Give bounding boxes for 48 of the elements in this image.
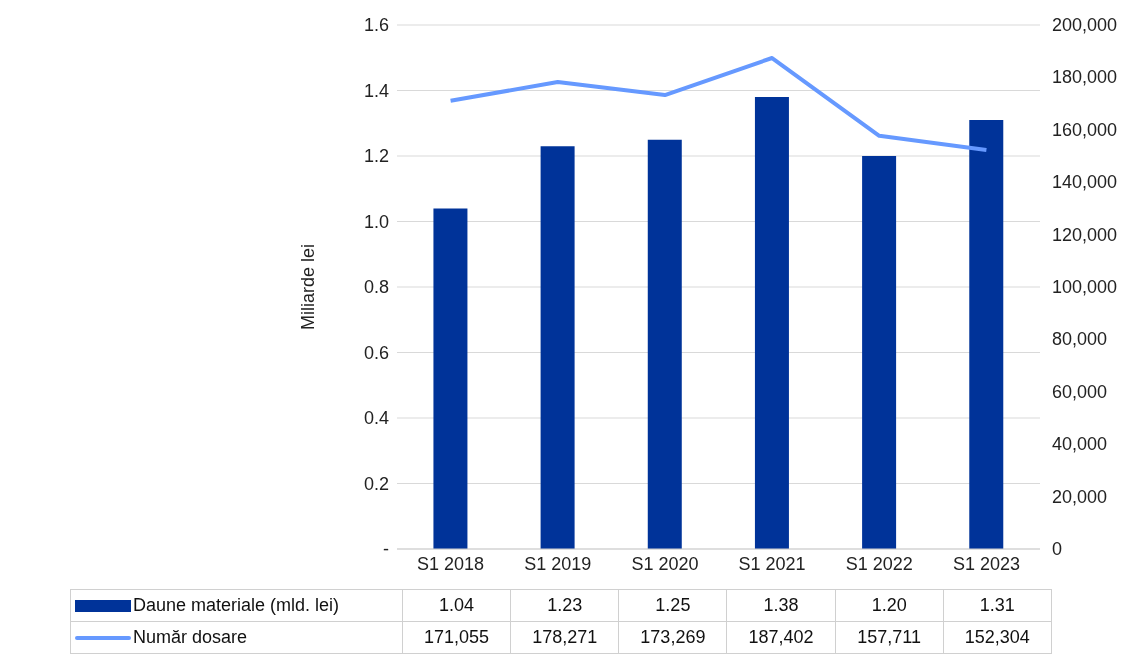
y2-tick-label: 180,000	[1052, 67, 1118, 88]
data-label: 171,055	[402, 621, 511, 654]
bar	[754, 97, 789, 549]
x-tick-label: S1 2020	[631, 553, 699, 574]
data-label: 1.31	[943, 589, 1052, 622]
bar	[540, 146, 575, 549]
data-label: 173,269	[618, 621, 727, 654]
data-label: 1.23	[510, 589, 619, 622]
y2-tick-label: 80,000	[1052, 329, 1108, 350]
data-label: 152,304	[943, 621, 1052, 654]
x-tick-label: S1 2019	[524, 553, 592, 574]
x-tick-label: S1 2022	[845, 553, 913, 574]
data-label: 178,271	[510, 621, 619, 654]
y2-tick-label: 160,000	[1052, 119, 1118, 140]
y2-tick-label: 100,000	[1052, 277, 1118, 297]
bar	[647, 139, 682, 549]
y-tick-label: -	[383, 539, 389, 560]
y-axis-title: Miliarde lei	[298, 243, 319, 331]
y2-tick-label: 0	[1052, 539, 1063, 559]
y-tick-label: 0.2	[363, 473, 389, 494]
data-label: 1.20	[835, 589, 944, 622]
x-tick-label: S1 2018	[417, 553, 485, 574]
legend-label: Daune materiale (mld. lei)	[70, 589, 403, 622]
y-tick-label: 1.2	[363, 146, 389, 167]
data-label: 1.25	[618, 589, 727, 622]
y2-tick-label: 140,000	[1052, 172, 1118, 193]
y-tick-label: 0.4	[363, 408, 389, 429]
y2-tick-label: 60,000	[1052, 381, 1108, 402]
bar	[969, 119, 1004, 549]
data-label: 157,711	[835, 621, 944, 654]
y-tick-label: 1.0	[363, 211, 389, 232]
y-tick-label: 1.6	[363, 15, 389, 36]
bar	[433, 208, 468, 549]
line-series	[448, 56, 989, 152]
y2-tick-label: 40,000	[1052, 434, 1108, 455]
x-tick-label: S1 2021	[738, 553, 806, 574]
data-label: 187,402	[726, 621, 836, 654]
y2-tick-label: 120,000	[1052, 224, 1118, 245]
y2-tick-label: 200,000	[1052, 15, 1118, 35]
legend-label: Număr dosare	[70, 621, 403, 654]
bar	[862, 156, 897, 549]
y-tick-label: 1.4	[363, 80, 389, 101]
y-tick-label: 0.8	[363, 277, 389, 298]
data-label: 1.04	[402, 589, 511, 622]
x-tick-label: S1 2023	[952, 553, 1020, 574]
data-label: 1.38	[726, 589, 836, 622]
y2-tick-label: 20,000	[1052, 486, 1108, 507]
y-tick-label: 0.6	[363, 342, 389, 363]
